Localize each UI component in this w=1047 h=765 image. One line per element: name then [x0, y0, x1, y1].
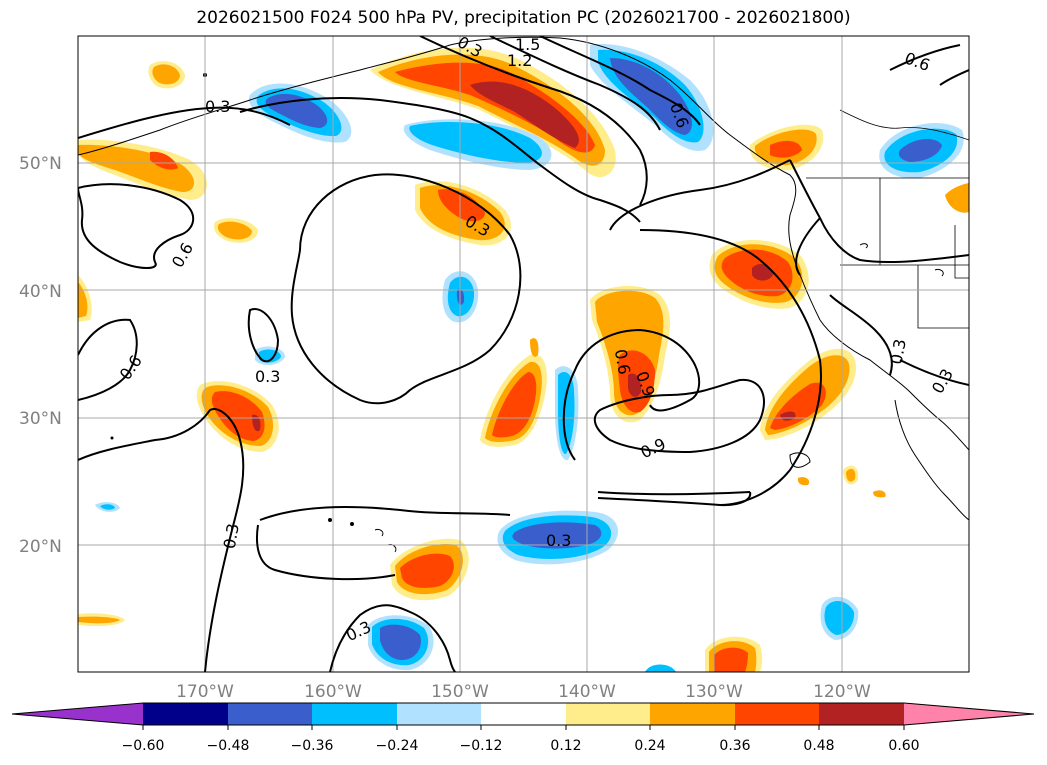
lon-label-160w: 160°W: [304, 682, 362, 702]
colorbar-swatch: [481, 703, 566, 725]
contour-label: 0.3: [255, 367, 280, 386]
contour-label: 0.3: [546, 531, 571, 550]
lat-label-30n: 30°N: [19, 409, 62, 429]
graticule: [78, 36, 969, 672]
colorbar-swatch: [397, 703, 481, 725]
lon-label-120w: 120°W: [813, 682, 871, 702]
colorbar-tick-label: −0.36: [291, 738, 334, 754]
colorbar-tick-label: −0.24: [376, 738, 419, 754]
contour-label: 1.5: [515, 35, 540, 54]
lat-label-20n: 20°N: [19, 537, 62, 557]
latitude-labels: 50°N 40°N 30°N 20°N: [19, 154, 62, 557]
lon-label-170w: 170°W: [176, 682, 234, 702]
contour-label: 0.3: [205, 97, 230, 116]
lon-label-150w: 150°W: [431, 682, 489, 702]
colorbar-min-extension: [12, 703, 143, 725]
colorbar: −0.60 −0.48 −0.36 −0.24 −0.12 0.12 0.24 …: [11, 702, 1035, 754]
contour-label: 0.3: [887, 337, 910, 365]
colorbar-swatch: [143, 703, 228, 725]
contour-label: 1.2: [507, 51, 532, 70]
map-title: 2026021500 F024 500 hPa PV, precipitatio…: [196, 8, 851, 28]
colorbar-swatch: [312, 703, 397, 725]
precipitation-field: [78, 44, 969, 672]
lon-label-140w: 140°W: [558, 682, 616, 702]
colorbar-swatch: [735, 703, 819, 725]
longitude-labels: 170°W 160°W 150°W 140°W 130°W 120°W: [176, 682, 871, 702]
lat-label-50n: 50°N: [19, 154, 62, 174]
colorbar-tick-label: 0.60: [888, 738, 919, 754]
contour-label: 0.6: [611, 348, 634, 376]
lat-label-40n: 40°N: [19, 282, 62, 302]
colorbar-tick-label: −0.12: [460, 738, 503, 754]
colorbar-tick-label: 0.24: [634, 738, 665, 754]
colorbar-swatch: [228, 703, 312, 725]
contour-label: 0.3: [220, 522, 243, 550]
colorbar-swatch: [819, 703, 904, 725]
colorbar-max-extension: [904, 703, 1034, 725]
map-area: 0.3 0.6 0.6 0.6 0.3 0.3 0.3 0.3 0.3 0.6 …: [78, 35, 969, 672]
colorbar-tick-label: 0.12: [550, 738, 581, 754]
colorbar-tick-label: 0.36: [719, 738, 750, 754]
colorbar-swatch: [566, 703, 650, 725]
colorbar-swatch: [650, 703, 735, 725]
colorbar-tick-label: −0.48: [207, 738, 250, 754]
map-frame: [77, 35, 970, 673]
colorbar-tick-label: 0.48: [803, 738, 834, 754]
colorbar-tick-label: −0.60: [122, 738, 165, 754]
pv-contours: [78, 36, 969, 672]
lon-label-130w: 130°W: [685, 682, 743, 702]
coastlines: [78, 36, 969, 553]
